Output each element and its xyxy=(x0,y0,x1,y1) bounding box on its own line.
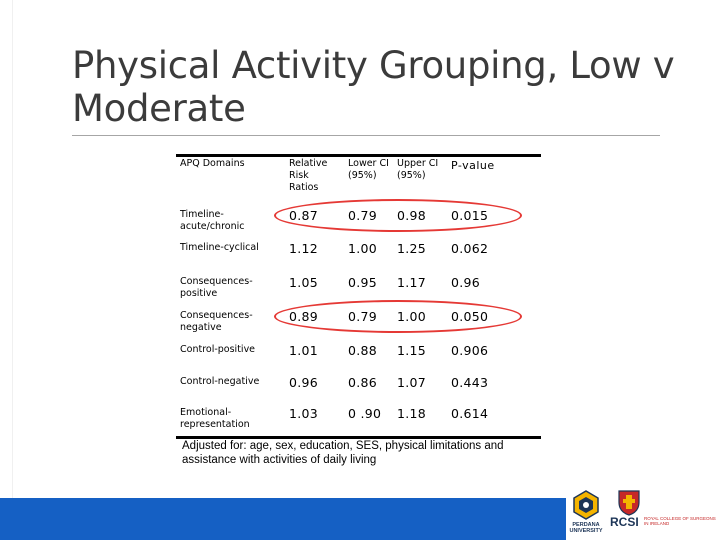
row-p-value: 0.96 xyxy=(451,275,481,290)
row-lower-ci: 0.86 xyxy=(348,375,378,390)
slide-left-margin xyxy=(0,0,13,540)
row-upper-ci: 1.17 xyxy=(397,275,427,290)
row-upper-ci: 1.25 xyxy=(397,241,427,256)
row-p-value: 0.614 xyxy=(451,406,489,421)
highlight-oval-row-4 xyxy=(274,300,522,333)
table-footnote: Adjusted for: age, sex, education, SES, … xyxy=(182,440,504,466)
table-bottom-rule xyxy=(176,436,541,439)
row-lower-ci: 1.00 xyxy=(348,241,378,256)
header-p-value: P-value xyxy=(451,159,495,172)
rcsi-crest-icon xyxy=(614,488,644,516)
row-domain: Consequences-positive xyxy=(180,276,253,299)
row-upper-ci: 1.18 xyxy=(397,406,427,421)
table-top-rule xyxy=(176,154,541,157)
row-domain: Timeline-cyclical xyxy=(180,242,259,253)
row-rr: 0.96 xyxy=(289,375,319,390)
header-upper-ci: Upper CI (95%) xyxy=(397,158,439,181)
highlight-oval-row-1 xyxy=(274,199,522,232)
perdana-university-label: PERDANA UNIVERSITY xyxy=(569,522,603,534)
row-domain: Emotional-representation xyxy=(180,407,250,430)
row-rr: 1.05 xyxy=(289,275,319,290)
row-upper-ci: 1.15 xyxy=(397,343,427,358)
perdana-crest-icon xyxy=(572,490,600,520)
row-domain: Consequences-negative xyxy=(180,310,253,333)
row-domain: Control-negative xyxy=(180,376,260,387)
footer-logos: PERDANA UNIVERSITY RCSI ROYAL COLLEGE OF… xyxy=(566,486,720,540)
row-p-value: 0.443 xyxy=(451,375,489,390)
row-lower-ci: 0.88 xyxy=(348,343,378,358)
title-divider xyxy=(72,135,660,136)
row-domain: Control-positive xyxy=(180,344,256,355)
header-apq-domains: APQ Domains xyxy=(180,158,245,169)
row-rr: 1.03 xyxy=(289,406,319,421)
row-lower-ci: 0.95 xyxy=(348,275,378,290)
row-rr: 1.01 xyxy=(289,343,319,358)
row-lower-ci: 0 .90 xyxy=(348,406,382,421)
row-p-value: 0.906 xyxy=(451,343,489,358)
header-lower-ci: Lower CI (95%) xyxy=(348,158,389,181)
row-upper-ci: 1.07 xyxy=(397,375,427,390)
header-relative-risk: Relative Risk Ratios xyxy=(289,158,328,193)
row-p-value: 0.062 xyxy=(451,241,489,256)
slide-title: Physical Activity Grouping, Low v Modera… xyxy=(72,44,675,130)
row-domain: Timeline-acute/chronic xyxy=(180,209,245,232)
rcsi-subtitle: ROYAL COLLEGE OF SURGEONS IN IRELAND xyxy=(644,516,716,526)
row-rr: 1.12 xyxy=(289,241,319,256)
rcsi-label: RCSI xyxy=(610,515,639,529)
